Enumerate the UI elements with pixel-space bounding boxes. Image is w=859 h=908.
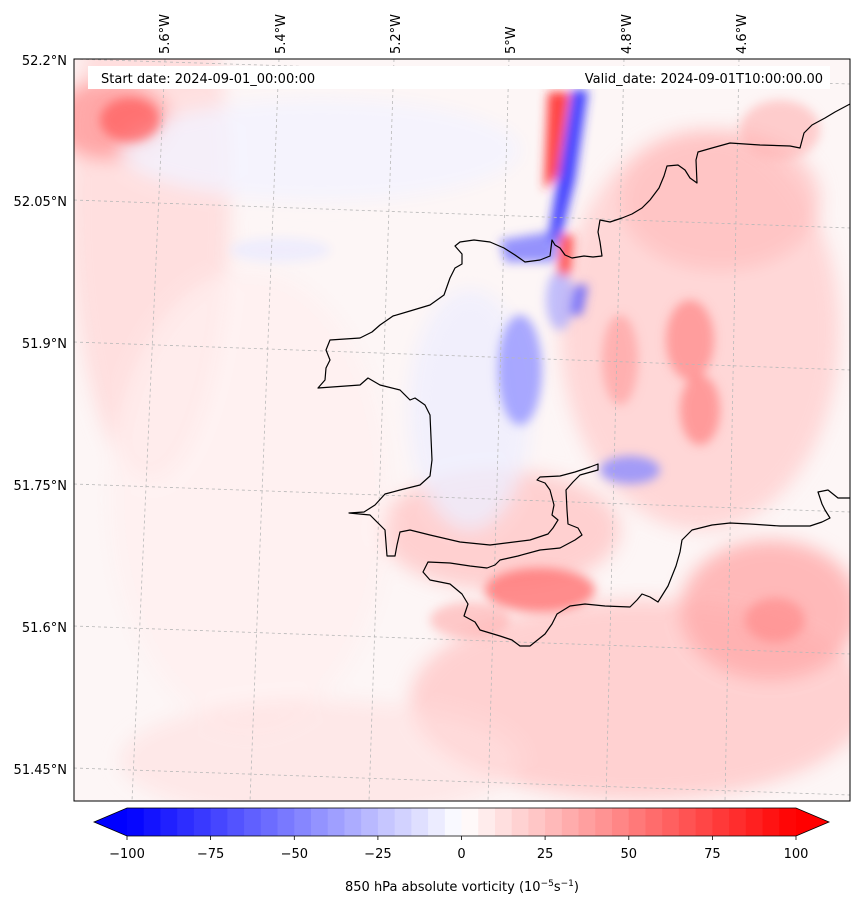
meridian-5.4W xyxy=(249,59,280,801)
cbar-label-75: 75 xyxy=(704,847,721,862)
colorbar-bin xyxy=(779,808,797,836)
lat-label-51.9N: 51.9°N xyxy=(22,337,67,352)
vorticity-field xyxy=(74,59,850,801)
colorbar-bin xyxy=(678,808,697,836)
colorbar-bin xyxy=(227,808,245,836)
cbar-label-neg100: −100 xyxy=(109,847,145,862)
coastline-north xyxy=(317,103,850,647)
colorbar-bin xyxy=(745,808,764,836)
colorbar-bin xyxy=(193,808,212,836)
lat-label-51.45N: 51.45°N xyxy=(14,763,67,778)
colorbar-bin xyxy=(461,808,479,836)
colorbar-bin xyxy=(628,808,647,836)
longitude-labels: 5.6°W 5.4°W 5.2°W 5°W 4.8°W 4.6°W xyxy=(158,14,750,54)
colorbar-bin xyxy=(310,808,329,836)
start-date-label: Start date: 2024-09-01_00:00:00 xyxy=(101,72,315,87)
colorbar-bin xyxy=(561,808,580,836)
lon-label-4.6W: 4.6°W xyxy=(735,14,750,54)
coastline xyxy=(317,103,850,647)
cbar-label-0: 0 xyxy=(457,847,465,862)
lat-label-51.75N: 51.75°N xyxy=(14,479,67,494)
cbar-label-25: 25 xyxy=(537,847,554,862)
cbar-label-neg25: −25 xyxy=(364,847,391,862)
colorbar-bin xyxy=(344,808,362,836)
colorbar-bin xyxy=(394,808,412,836)
colorbar: −100 −75 −50 −25 0 25 50 75 100 850 hPa … xyxy=(92,807,831,895)
header-box xyxy=(88,66,830,89)
lat-label-52.05N: 52.05°N xyxy=(14,195,67,210)
colorbar-bin xyxy=(645,808,663,836)
meridian-5.6W xyxy=(131,59,166,801)
lon-label-5W: 5°W xyxy=(504,26,519,54)
colorbar-bin xyxy=(428,808,446,836)
colorbar-bin xyxy=(545,808,563,836)
colorbar-bin xyxy=(127,808,145,836)
colorbar-bin xyxy=(377,808,396,836)
colorbar-bin xyxy=(260,808,279,836)
colorbar-bin xyxy=(578,808,596,836)
colorbar-tick-labels: −100 −75 −50 −25 0 25 50 75 100 xyxy=(109,847,808,862)
colorbar-bin xyxy=(729,808,747,836)
colorbar-extend-min xyxy=(94,808,127,836)
colorbar-bin xyxy=(277,808,295,836)
vorticity-field-features xyxy=(100,90,820,642)
lat-label-52.2N: 52.2°N xyxy=(22,54,67,69)
colorbar-bin xyxy=(595,808,613,836)
lon-label-5.4W: 5.4°W xyxy=(274,14,289,54)
colorbar-bins xyxy=(94,808,829,836)
valid-date-label: Valid_date: 2024-09-01T10:00:00.00 xyxy=(585,72,823,87)
colorbar-bin xyxy=(762,808,780,836)
latitude-labels: 52.2°N 52.05°N 51.9°N 51.75°N 51.6°N 51.… xyxy=(14,54,67,778)
meridian-5.2W xyxy=(368,59,395,801)
lon-label-4.8W: 4.8°W xyxy=(620,14,635,54)
colorbar-bin xyxy=(210,808,228,836)
colorbar-bin xyxy=(695,808,713,836)
colorbar-bin xyxy=(177,808,195,836)
meridian-4.6W xyxy=(724,59,740,801)
lon-label-5.2W: 5.2°W xyxy=(389,14,404,54)
colorbar-bin xyxy=(294,808,312,836)
colorbar-bin xyxy=(528,808,546,836)
meridian-4.8W xyxy=(605,59,625,801)
colorbar-bin xyxy=(444,808,463,836)
colorbar-bin xyxy=(612,808,630,836)
colorbar-bin xyxy=(361,808,379,836)
colorbar-bin xyxy=(478,808,496,836)
lat-label-51.6N: 51.6°N xyxy=(22,621,67,636)
colorbar-ticks xyxy=(126,836,797,840)
map-panel: Start date: 2024-09-01_00:00:00 Valid_da… xyxy=(73,58,851,802)
lon-label-5.6W: 5.6°W xyxy=(158,14,173,54)
colorbar-bin xyxy=(712,808,730,836)
graticule xyxy=(74,59,850,801)
colorbar-title: 850 hPa absolute vorticity (10−5s−1) xyxy=(345,879,579,895)
cbar-label-neg50: −50 xyxy=(281,847,308,862)
colorbar-bin xyxy=(411,808,429,836)
cbar-label-50: 50 xyxy=(621,847,638,862)
meridian-5W xyxy=(487,59,510,801)
colorbar-bin xyxy=(511,808,530,836)
map-frame xyxy=(73,58,851,802)
colorbar-bin xyxy=(327,808,346,836)
colorbar-extend-max xyxy=(796,808,829,836)
colorbar-bin xyxy=(662,808,680,836)
cbar-label-100: 100 xyxy=(784,847,809,862)
colorbar-bin xyxy=(143,808,162,836)
colorbar-bin xyxy=(160,808,178,836)
colorbar-bin xyxy=(494,808,513,836)
cbar-label-neg75: −75 xyxy=(197,847,224,862)
colorbar-bin xyxy=(244,808,262,836)
